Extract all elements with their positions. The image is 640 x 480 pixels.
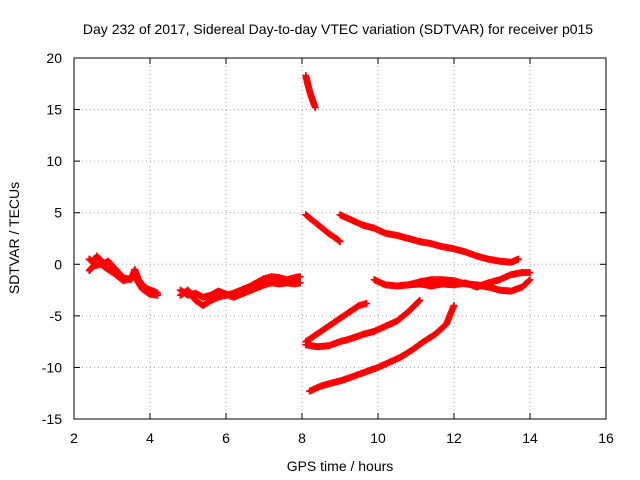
data-point (363, 299, 371, 307)
y-tick-label: -15 (42, 411, 62, 427)
data-point (296, 279, 304, 287)
x-tick-label: 4 (146, 430, 154, 446)
chart-title: Day 232 of 2017, Sidereal Day-to-day VTE… (83, 21, 593, 37)
y-axis-label: SDTVAR / TECUs (6, 182, 22, 294)
x-tick-label: 14 (522, 430, 538, 446)
x-tick-labels: 2 4 6 8 10 12 14 16 (70, 430, 614, 446)
data-points (85, 72, 534, 395)
data-point (415, 297, 423, 305)
data-point (296, 273, 304, 281)
y-tick-label: 10 (46, 153, 62, 169)
data-point (450, 302, 458, 310)
data-point (311, 104, 319, 112)
y-tick-labels: -15 -10 -5 0 5 10 15 20 (42, 50, 62, 427)
axis-ticks (73, 57, 607, 420)
y-tick-label: -5 (50, 308, 63, 324)
data-point (525, 277, 533, 285)
grid-lines (74, 58, 606, 419)
x-tick-label: 16 (598, 430, 614, 446)
y-tick-label: 0 (54, 256, 62, 272)
x-tick-label: 12 (446, 430, 462, 446)
x-tick-label: 8 (298, 430, 306, 446)
x-axis-label: GPS time / hours (287, 458, 394, 474)
data-point (526, 276, 534, 284)
y-tick-label: 20 (46, 50, 62, 66)
x-tick-label: 6 (222, 430, 230, 446)
data-point (515, 255, 523, 263)
y-tick-label: 15 (46, 102, 62, 118)
y-tick-label: -10 (42, 359, 62, 375)
plot-frame (73, 57, 607, 420)
x-tick-label: 10 (370, 430, 386, 446)
y-tick-label: 5 (54, 205, 62, 221)
data-point (526, 269, 534, 277)
data-point (336, 238, 344, 246)
data-point (416, 296, 424, 304)
data-point (154, 291, 162, 299)
x-tick-label: 2 (70, 430, 78, 446)
